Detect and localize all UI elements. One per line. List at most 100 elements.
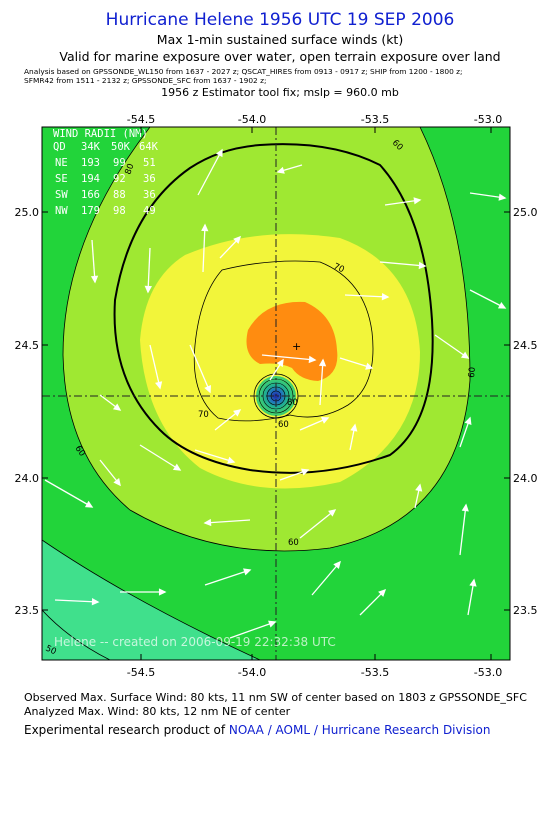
wind-arrow-head: [320, 416, 330, 424]
wind-arrow-head: [460, 351, 470, 359]
lon-label: -53.0: [474, 113, 502, 126]
lon-label: -54.5: [127, 666, 155, 679]
wind-vectors: [44, 148, 507, 639]
contour-label: 80: [123, 162, 136, 176]
wind-radii-header-34k: 34K: [81, 141, 101, 153]
wind-arrow-shaft: [434, 334, 469, 359]
wind-arrow-head: [233, 409, 242, 417]
lat-label: 24.0: [513, 472, 538, 485]
wind-arrow-head: [365, 362, 374, 370]
wind-arrow-head: [243, 568, 252, 576]
observed-max-wind: Observed Max. Surface Wind: 80 kts, 11 n…: [24, 691, 527, 704]
lon-labels-top: -54.5 -54.0 -53.5 -53.0: [127, 113, 502, 126]
region-80kt-plus: [246, 301, 338, 381]
analysis-sources-line2: SFMR42 from 1511 - 2132 z; GPSSONDE_SFC …: [24, 76, 267, 85]
wind-arrow-head: [318, 358, 327, 367]
wind-arrow-head: [350, 423, 358, 432]
wind-radii-row-ne-quadrant: NE: [55, 157, 68, 169]
lat-label: 23.5: [513, 604, 538, 617]
wind-radii-row-sw-quadrant: SW: [55, 189, 68, 201]
credit-line: Experimental research product of NOAA / …: [24, 723, 490, 737]
contour-label: 60: [467, 367, 478, 379]
wind-arrow-head: [469, 578, 477, 587]
wind-arrow-shaft: [204, 569, 251, 586]
wind-arrow-head: [276, 166, 285, 174]
wind-arrow-head: [378, 588, 387, 597]
wind-arrow-shaft: [147, 247, 151, 293]
lat-label: 24.0: [15, 472, 40, 485]
wind-arrow-head: [413, 197, 422, 205]
wind-arrow-head: [301, 468, 310, 476]
wind-arrow-shaft: [469, 289, 506, 309]
map-subtitle-exposure: Valid for marine exposure over water, op…: [59, 49, 501, 64]
wind-arrow-shaft: [261, 354, 316, 361]
wind-arrow-head: [155, 381, 163, 390]
wind-radii-row-ne-64k: 51: [143, 157, 156, 169]
wind-radii-row-se-50k: 92: [113, 173, 126, 185]
wind-arrow-head: [268, 620, 277, 628]
lat-label: 23.5: [15, 604, 40, 617]
wind-radii-row-nw-50k: 98: [113, 205, 126, 217]
tick-marks: [42, 127, 510, 660]
wind-arrow-head: [113, 478, 121, 487]
wind-radii-row-nw-quadrant: NW: [55, 205, 68, 217]
lon-label: -53.0: [474, 666, 502, 679]
lon-label: -53.5: [361, 666, 389, 679]
wind-arrow-shaft: [204, 519, 251, 524]
analyzed-max-wind: Analyzed Max. Wind: 80 kts, 12 nm NE of …: [24, 705, 291, 718]
wind-arrow-head: [203, 518, 212, 527]
wind-arrow-head: [308, 355, 317, 364]
contour-label: 50: [44, 644, 58, 658]
wind-arrow-head: [276, 358, 284, 368]
wind-radii-table: WIND RADII (NM) QD 34K 50K 64K NE 193 99…: [53, 128, 159, 217]
wind-arrow-head: [328, 509, 337, 517]
wind-radii-row-ne-34k: 193: [81, 157, 100, 169]
plot-frame: [41, 126, 511, 661]
wind-arrow-head: [497, 301, 507, 309]
wind-arrow-shaft: [44, 479, 93, 508]
map-title: Hurricane Helene 1956 UTC 19 SEP 2006: [105, 10, 455, 30]
contour-label: 60: [288, 538, 299, 548]
wind-arrow-head: [215, 148, 223, 158]
wind-arrow-shaft: [319, 359, 324, 406]
wind-radii-row-ne-50k: 99: [113, 157, 126, 169]
wind-arrow-shaft: [229, 621, 276, 639]
wind-arrow-head: [381, 293, 390, 301]
lon-labels-bottom: -54.5 -54.0 -53.5 -53.0: [127, 666, 502, 679]
hrd-link[interactable]: NOAA / AOML / Hurricane Research Divisio…: [228, 723, 491, 737]
lon-label: -53.5: [361, 113, 389, 126]
wind-arrow-head: [227, 456, 236, 464]
lat-label: 25.0: [15, 206, 40, 219]
wind-radii-header-64k: 64K: [139, 141, 159, 153]
wind-radii-row-sw-50k: 88: [113, 189, 126, 201]
wind-arrow-head: [172, 463, 182, 471]
wind-radii-header-50k: 50K: [111, 141, 131, 153]
wind-arrow-head: [498, 193, 507, 201]
wind-radii-row-nw-34k: 179: [81, 205, 100, 217]
wind-arrow-shaft: [459, 504, 467, 556]
wind-radii-row-sw-64k: 36: [143, 189, 156, 201]
wind-arrow-shaft: [139, 444, 181, 471]
wind-radii-header-qd: QD: [53, 141, 66, 153]
wind-arrow-head: [90, 275, 99, 284]
wind-arrow-shaft: [197, 149, 223, 196]
wind-radii-row-se-64k: 36: [143, 173, 156, 185]
wind-field-map: 60 70 80 60 60 60 70 50 60 80 + WIND RAD…: [15, 113, 538, 679]
lat-label: 25.0: [513, 206, 538, 219]
wind-radii-row-sw-34k: 166: [81, 189, 100, 201]
wind-arrow-head: [418, 261, 427, 270]
lon-label: -54.0: [238, 666, 266, 679]
wind-arrow-head: [464, 416, 472, 425]
contour-label: 60: [278, 420, 289, 430]
wind-arrow-head: [461, 503, 469, 512]
wind-arrow-head: [91, 598, 100, 606]
wind-arrow-shaft: [194, 449, 235, 463]
lat-labels-left: 25.0 24.5 24.0 23.5: [15, 206, 40, 617]
lon-label: -54.5: [127, 113, 155, 126]
wind-arrow-head: [333, 560, 341, 569]
analysis-sources-line1: Analysis based on GPSSONDE_WL150 from 16…: [24, 67, 463, 76]
wind-arrow-shaft: [344, 294, 389, 298]
wind-arrow-shaft: [91, 239, 96, 283]
wind-radii-row-se-34k: 194: [81, 173, 100, 185]
fix-info: 1956 z Estimator tool fix; mslp = 960.0 …: [161, 86, 399, 99]
